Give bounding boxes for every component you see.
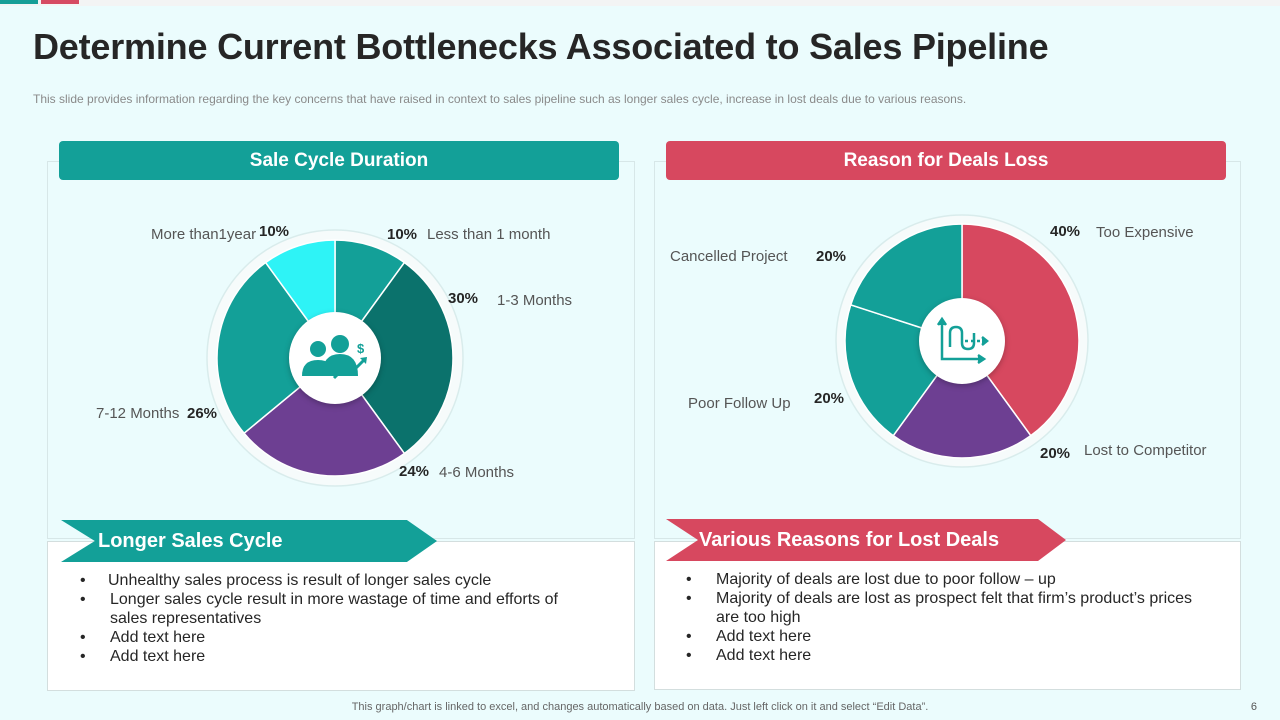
left-pie-chart[interactable]: $: [190, 220, 480, 510]
pie-slice-lost-to-competitor[interactable]: [892, 339, 1032, 459]
right-pct-too-expensive: 40%: [1050, 223, 1081, 240]
left-pct-more-than-1year: 10%: [259, 223, 290, 240]
right-pct-lost-to-competitor: 20%: [1040, 445, 1071, 462]
pie-slice-7-12-months[interactable]: [216, 261, 337, 435]
right-bullet-2: Majority of deals are lost as prospect f…: [686, 589, 1206, 627]
top-accent-bar: [0, 0, 1280, 6]
left-pct-4-6-months: 24%: [399, 463, 430, 480]
right-bullet-list: Majority of deals are lost due to poor f…: [686, 570, 1206, 665]
right-label-cancelled-project: Cancelled Project: [670, 248, 788, 265]
slide-subtitle: This slide provides information regardin…: [33, 92, 967, 106]
left-bullet-3: Add text here: [80, 628, 570, 647]
left-pct-less-than-1-month: 10%: [387, 226, 418, 243]
left-label-more-than-1year: More than1year: [151, 226, 257, 243]
pie-slice-1-3-months[interactable]: [334, 261, 454, 455]
right-label-poor-follow-up: Poor Follow Up: [688, 395, 791, 412]
page-number: 6: [1250, 701, 1257, 713]
left-bullet-1: Unhealthy sales process is result of lon…: [80, 571, 570, 590]
left-label-1-3-months: 1-3 Months: [497, 292, 573, 309]
right-panel-header: Reason for Deals Loss: [666, 141, 1226, 180]
right-label-lost-to-competitor: Lost to Competitor: [1084, 442, 1207, 459]
left-bullet-2: Longer sales cycle result in more wastag…: [80, 590, 570, 628]
footer-note: This graph/chart is linked to excel, and…: [351, 701, 929, 713]
pie-slice-too-expensive[interactable]: [961, 223, 1080, 437]
left-ribbon: Longer Sales Cycle: [61, 520, 437, 562]
right-bullet-1: Majority of deals are lost due to poor f…: [686, 570, 1206, 589]
right-bullet-4: Add text here: [686, 646, 1206, 665]
left-label-4-6-months: 4-6 Months: [439, 464, 515, 481]
right-ribbon: Various Reasons for Lost Deals: [666, 519, 1066, 561]
right-pie-chart[interactable]: [822, 207, 1102, 487]
accent-red: [41, 0, 79, 4]
left-label-7-12-months: 7-12 Months: [96, 405, 180, 422]
left-pct-1-3-months: 30%: [448, 290, 479, 307]
left-panel-header: Sale Cycle Duration: [59, 141, 619, 180]
left-label-less-than-1-month: Less than 1 month: [427, 226, 551, 243]
right-label-too-expensive: Too Expensive: [1096, 224, 1194, 241]
left-pct-7-12-months: 26%: [187, 405, 218, 422]
right-bullet-3: Add text here: [686, 627, 1206, 646]
left-bullet-4: Add text here: [80, 647, 570, 666]
svg-text:$: $: [357, 341, 365, 356]
right-pct-poor-follow-up: 20%: [814, 390, 845, 407]
slide-title: Determine Current Bottlenecks Associated…: [33, 26, 1049, 67]
accent-teal: [0, 0, 38, 4]
sales-pipeline-chart-icon: [936, 316, 990, 365]
right-pct-cancelled-project: 20%: [816, 248, 847, 265]
left-bullet-list: Unhealthy sales process is result of lon…: [80, 571, 570, 666]
business-people-dollar-growth-icon: $: [302, 335, 367, 380]
pie-slice-4-6-months[interactable]: [243, 356, 406, 477]
